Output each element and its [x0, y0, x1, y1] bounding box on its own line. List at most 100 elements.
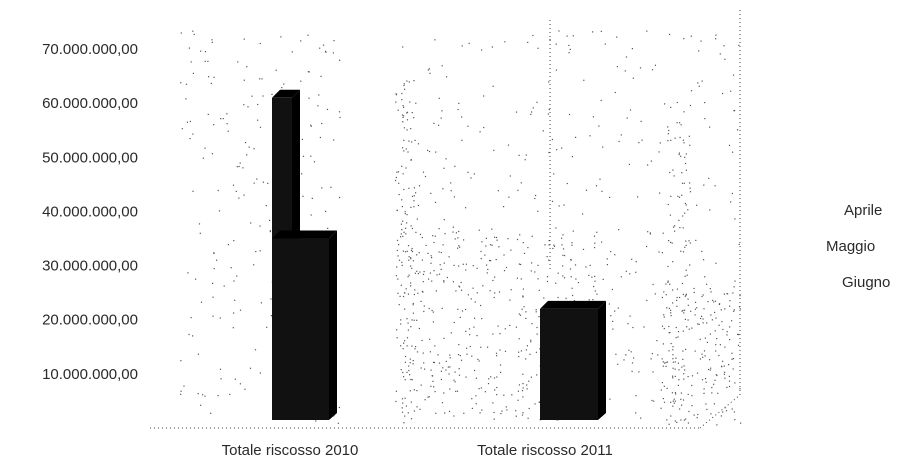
speckle-dot — [440, 370, 442, 372]
speckle-dot — [689, 187, 691, 189]
speckle-dot — [413, 206, 415, 208]
speckle-dot — [705, 403, 707, 405]
speckle-dot — [691, 327, 693, 329]
speckle-dot — [684, 202, 686, 205]
speckle-dot — [283, 83, 285, 85]
speckle-dot — [519, 314, 522, 316]
speckle-dot — [724, 58, 726, 60]
speckle-dot — [687, 209, 689, 211]
speckle-dot — [726, 331, 728, 333]
speckle-dot — [404, 211, 406, 213]
speckle-dot — [406, 129, 408, 131]
speckle-dot — [440, 378, 442, 381]
speckle-dot — [479, 131, 481, 133]
speckle-dot — [238, 197, 240, 199]
speckle-dot — [470, 298, 472, 300]
speckle-dot — [530, 113, 532, 115]
speckle-dot — [236, 275, 238, 277]
speckle-dot — [410, 225, 412, 227]
speckle-dot — [530, 270, 532, 272]
speckle-dot — [422, 281, 424, 283]
speckle-dot — [734, 218, 736, 220]
speckle-dot — [202, 394, 204, 396]
speckle-dot — [681, 404, 683, 406]
speckle-dot — [406, 80, 408, 82]
speckle-dot — [670, 315, 672, 317]
speckle-dot — [685, 240, 687, 242]
speckle-dot — [674, 361, 676, 363]
speckle-dot — [518, 338, 520, 340]
speckle-dot — [465, 263, 467, 265]
speckle-dot — [531, 111, 533, 113]
speckle-dot — [684, 246, 686, 248]
speckle-dot — [423, 310, 425, 313]
speckle-dot — [430, 385, 432, 387]
speckle-dot — [416, 406, 418, 408]
speckle-dot — [568, 113, 571, 116]
speckle-dot — [713, 301, 715, 303]
speckle-dot — [180, 32, 182, 34]
speckle-dot — [234, 378, 236, 380]
speckle-dot — [406, 250, 408, 252]
speckle-dot — [685, 244, 687, 246]
speckle-dot — [582, 248, 585, 250]
speckle-dot — [408, 140, 410, 142]
speckle-dot — [678, 152, 680, 154]
speckle-dot — [673, 175, 675, 177]
speckle-dot — [672, 169, 674, 171]
speckle-dot — [438, 124, 440, 126]
speckle-dot — [310, 124, 312, 126]
speckle-dot — [210, 412, 212, 414]
speckle-dot — [432, 235, 434, 237]
speckle-dot — [618, 229, 620, 231]
speckle-dot — [570, 259, 572, 261]
speckle-dot — [661, 382, 663, 384]
speckle-dot — [494, 236, 496, 238]
speckle-dot — [450, 332, 452, 334]
speckle-dot — [404, 308, 406, 310]
speckle-dot — [333, 40, 335, 42]
speckle-dot — [661, 252, 663, 254]
speckle-dot — [722, 92, 724, 95]
speckle-dot — [667, 140, 669, 142]
speckle-dot — [687, 298, 689, 300]
speckle-dot — [448, 373, 450, 375]
speckle-dot — [561, 244, 563, 246]
speckle-dot — [330, 186, 332, 188]
speckle-dot — [496, 239, 498, 241]
speckle-dot — [638, 371, 640, 373]
speckle-dot — [491, 228, 493, 230]
speckle-dot — [500, 412, 502, 415]
speckle-dot — [449, 388, 451, 390]
speckle-dot — [496, 355, 498, 357]
speckle-dot — [600, 30, 602, 32]
speckle-dot — [406, 222, 408, 224]
speckle-dot — [631, 258, 633, 260]
x-axis-categories: Totale riscosso 2010 Totale riscosso 2011 — [222, 442, 613, 459]
speckle-dot — [680, 124, 682, 126]
speckle-dot — [487, 346, 489, 348]
speckle-dot — [685, 418, 687, 420]
speckle-dot — [471, 355, 473, 357]
speckle-dot — [682, 350, 684, 352]
speckle-dot — [504, 350, 507, 352]
speckle-dot — [635, 271, 637, 273]
speckle-dot — [400, 284, 402, 286]
speckle-dot — [663, 401, 666, 403]
speckle-dot — [192, 133, 194, 135]
speckle-dot — [518, 384, 520, 386]
speckle-dot — [255, 251, 257, 253]
legend-item-giugno: Giugno — [842, 274, 891, 291]
speckle-dot — [266, 326, 268, 328]
speckle-dot — [592, 299, 594, 301]
speckle-dot — [480, 258, 482, 260]
speckle-dot — [484, 254, 486, 256]
speckle-dot — [428, 150, 431, 153]
speckle-dot — [731, 352, 733, 354]
speckle-dot — [460, 359, 463, 361]
speckle-dot — [546, 276, 549, 278]
speckle-dot — [428, 396, 430, 398]
speckle-dot — [461, 139, 463, 141]
speckle-dot — [668, 33, 671, 35]
